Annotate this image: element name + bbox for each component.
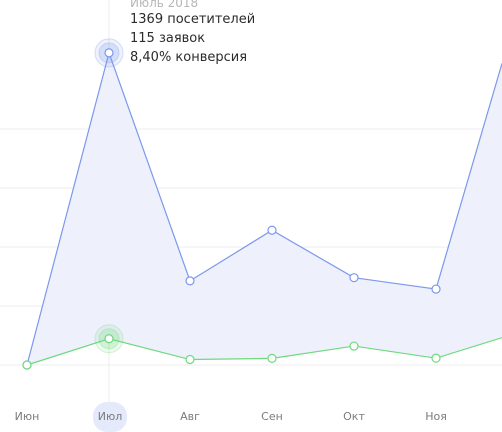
series-points — [22, 38, 441, 370]
visitors-area-fill — [27, 52, 502, 365]
visitors-area — [27, 52, 502, 365]
visitors-point[interactable] — [104, 48, 114, 58]
tooltip: Июль 2018 1369 посетителей 115 заявок 8,… — [130, 0, 255, 67]
visitors-point[interactable] — [185, 276, 195, 286]
tooltip-date: Июль 2018 — [130, 0, 199, 10]
x-tick-label[interactable]: Авг — [180, 410, 200, 423]
requests-point[interactable] — [267, 353, 277, 363]
requests-point[interactable] — [431, 353, 441, 363]
tooltip-requests: 115 заявок — [130, 31, 206, 46]
tooltip-visitors: 1369 посетителей — [130, 12, 256, 27]
x-tick-label[interactable]: Ноя — [425, 410, 447, 423]
visitors-point[interactable] — [431, 284, 441, 294]
requests-point[interactable] — [104, 334, 114, 344]
requests-point[interactable] — [22, 360, 32, 370]
x-tick-label[interactable]: Сен — [261, 410, 283, 423]
x-tick-label[interactable]: Июл — [93, 402, 127, 432]
x-tick-label[interactable]: Окт — [343, 410, 365, 423]
x-tick-label[interactable]: Июн — [14, 410, 40, 423]
visitors-point[interactable] — [349, 273, 359, 283]
requests-point[interactable] — [349, 341, 359, 351]
requests-point[interactable] — [185, 354, 195, 365]
visitors-point[interactable] — [267, 225, 277, 235]
tooltip-conversion: 8,40% конверсия — [130, 50, 248, 65]
